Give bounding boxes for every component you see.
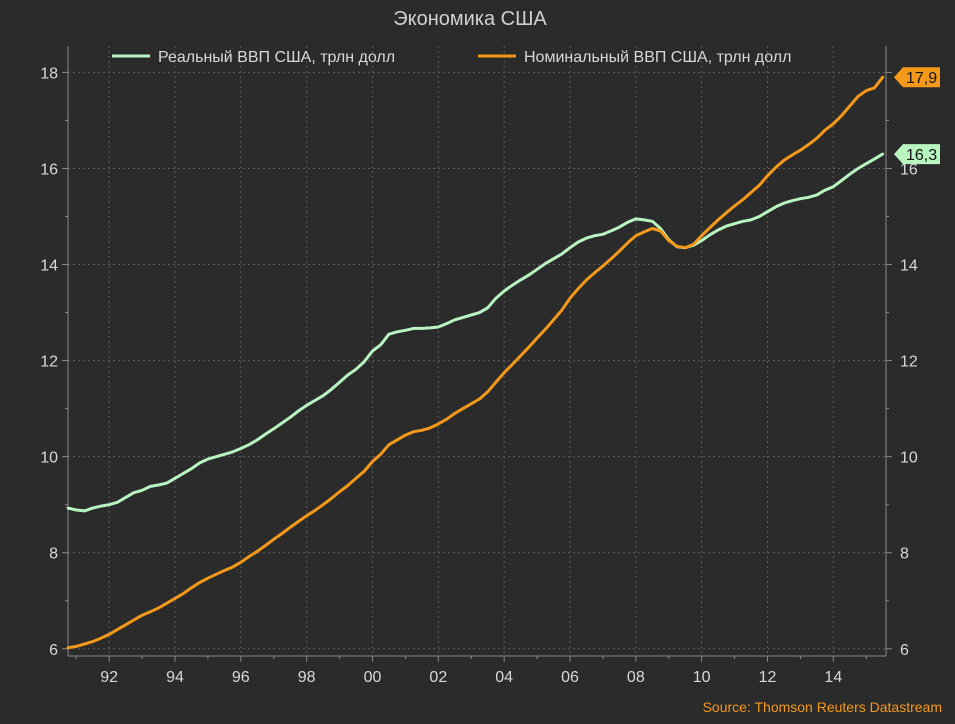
y-tick-label-right: 12 (900, 354, 918, 371)
y-tick-label: 10 (40, 450, 58, 467)
grid (68, 46, 886, 656)
end-labels: 16,3 17,9 (894, 67, 940, 165)
series-line-1 (66, 152, 885, 513)
end-label-tag-1 (894, 144, 940, 165)
x-tick-label: 04 (495, 669, 513, 686)
y-tick-label-right: 10 (900, 450, 918, 467)
y-tick-label: 6 (49, 642, 58, 659)
series-line-2 (66, 75, 885, 650)
y-tick-label-right: 8 (900, 546, 909, 563)
legend-label-1: Реальный ВВП США, трлн долл (158, 49, 395, 66)
y-tick-label: 16 (40, 161, 58, 178)
x-tick-label: 94 (166, 669, 184, 686)
x-tick-label: 92 (100, 669, 118, 686)
chart-title: Экономика США (393, 8, 547, 30)
x-tick-label: 08 (627, 669, 645, 686)
legend-label-2: Номинальный ВВП США, трлн долл (524, 49, 791, 66)
y-tick-label: 12 (40, 354, 58, 371)
x-tick-label: 02 (429, 669, 447, 686)
end-label-value-1: 16,3 (906, 147, 937, 164)
y-tick-label-right: 14 (900, 258, 918, 275)
x-tick-label: 14 (824, 669, 842, 686)
source-note: Source: Thomson Reuters Datastream (703, 699, 942, 715)
y-tick-label: 18 (40, 65, 58, 82)
series-layer (66, 75, 885, 650)
x-tick-label: 98 (298, 669, 316, 686)
x-tick-label: 96 (232, 669, 250, 686)
y-tick-label: 14 (40, 258, 58, 275)
end-label-tag-2 (894, 67, 940, 88)
x-tick-label: 10 (693, 669, 711, 686)
y-tick-label-right: 6 (900, 642, 909, 659)
y-tick-label-right: 16 (900, 161, 918, 178)
y-tick-label: 8 (49, 546, 58, 563)
x-tick-label: 06 (561, 669, 579, 686)
x-tick-label: 12 (759, 669, 777, 686)
x-tick-label: 00 (364, 669, 382, 686)
legend: Реальный ВВП США, трлн долл Номинальный В… (112, 49, 791, 66)
end-label-value-2: 17,9 (906, 70, 937, 87)
